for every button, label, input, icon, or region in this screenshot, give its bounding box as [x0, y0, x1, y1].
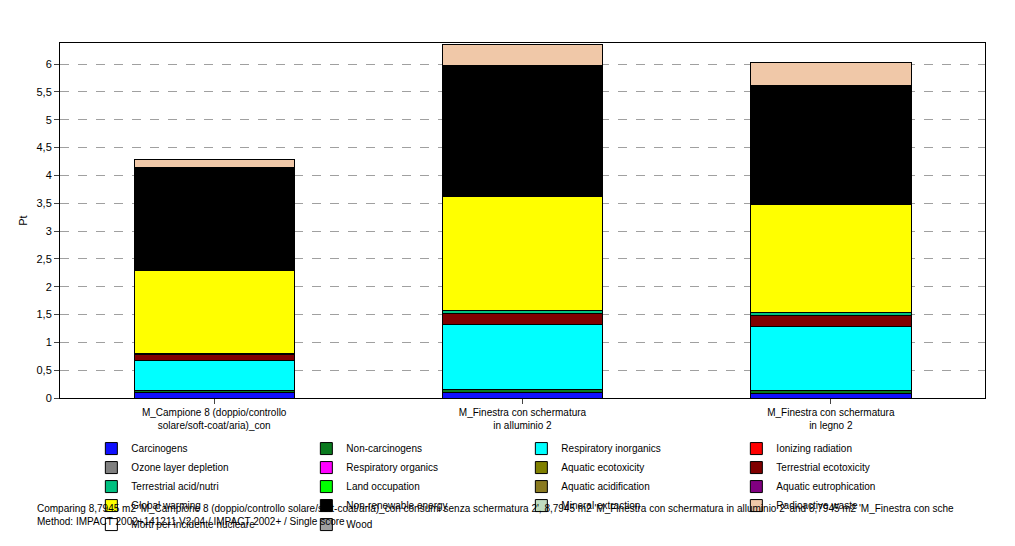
svg-text:0: 0 [46, 392, 52, 404]
svg-text:Aquatic acidification: Aquatic acidification [561, 481, 649, 492]
svg-text:Comparing 8,7945 m2 'M_Campion: Comparing 8,7945 m2 'M_Campione 8 (doppi… [37, 503, 954, 527]
svg-text:Respiratory inorganics: Respiratory inorganics [561, 443, 661, 454]
svg-text:Ozone layer depletion: Ozone layer depletion [131, 462, 228, 473]
svg-text:Global warming: Global warming [131, 500, 200, 511]
svg-text:Non-renewable energy: Non-renewable energy [346, 500, 447, 511]
svg-text:3,5: 3,5 [37, 197, 52, 209]
svg-text:Respiratory organics: Respiratory organics [346, 462, 438, 473]
svg-text:Aquatic ecotoxicity: Aquatic ecotoxicity [561, 462, 644, 473]
svg-text:Ionizing radiation: Ionizing radiation [776, 443, 852, 454]
svg-text:Land occupation: Land occupation [346, 481, 419, 492]
svg-text:Terrestrial ecotoxicity: Terrestrial ecotoxicity [776, 462, 869, 473]
svg-text:2,5: 2,5 [37, 253, 52, 265]
svg-text:1,5: 1,5 [37, 308, 52, 320]
svg-text:5: 5 [46, 114, 52, 126]
svg-text:5,5: 5,5 [37, 86, 52, 98]
svg-text:M_Campione 8 (doppio/controllo: M_Campione 8 (doppio/controllosolare/sof… [142, 407, 287, 431]
svg-text:M_Finestra con schermaturain l: M_Finestra con schermaturain legno 2 [767, 407, 895, 431]
svg-text:Carcinogens: Carcinogens [131, 443, 187, 454]
svg-text:M_Finestra con schermaturain a: M_Finestra con schermaturain alluminio 2 [459, 407, 587, 431]
svg-text:2: 2 [46, 281, 52, 293]
svg-text:4,5: 4,5 [37, 141, 52, 153]
svg-text:Non-carcinogens: Non-carcinogens [346, 443, 422, 454]
svg-text:6: 6 [46, 58, 52, 70]
svg-text:Radioactive waste: Radioactive waste [776, 500, 858, 511]
svg-text:Pt: Pt [17, 215, 29, 225]
svg-text:Morti per incidente nucleare: Morti per incidente nucleare [131, 519, 255, 530]
svg-text:0,5: 0,5 [37, 364, 52, 376]
svg-text:Wood: Wood [346, 519, 372, 530]
svg-text:4: 4 [46, 169, 52, 181]
svg-text:3: 3 [46, 225, 52, 237]
svg-text:Aquatic eutrophication: Aquatic eutrophication [776, 481, 875, 492]
svg-text:Terrestrial acid/nutri: Terrestrial acid/nutri [131, 481, 218, 492]
svg-text:1: 1 [46, 336, 52, 348]
svg-text:Mineral extraction: Mineral extraction [561, 500, 640, 511]
